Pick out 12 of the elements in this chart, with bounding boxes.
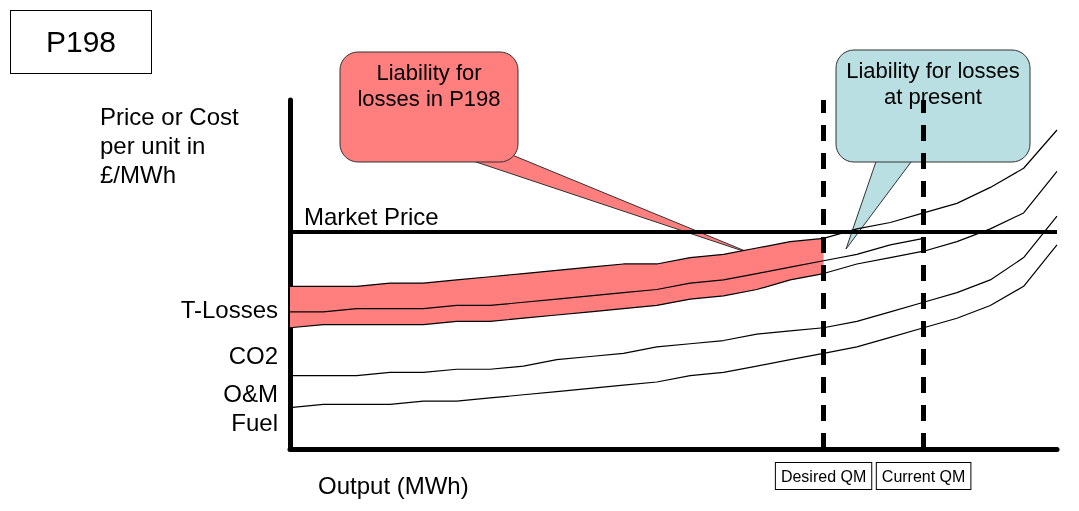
text: Liability for losses at present	[836, 50, 1030, 162]
x-tick-label: Desired QM	[780, 467, 867, 485]
ref-line-label: Market Price	[304, 202, 439, 230]
text: T-Losses	[180, 296, 278, 325]
text: Fuel	[231, 409, 278, 438]
text: O&M	[223, 380, 278, 409]
text: CO2	[228, 342, 278, 371]
y-axis-title: Price or Cost per unit in £/MWh	[100, 103, 240, 190]
text: Liability for losses in P198	[340, 52, 518, 162]
chart-title: P198	[10, 10, 152, 74]
x-tick-label: Current QM	[881, 467, 966, 485]
x-axis-title: Output (MWh)	[318, 472, 469, 501]
